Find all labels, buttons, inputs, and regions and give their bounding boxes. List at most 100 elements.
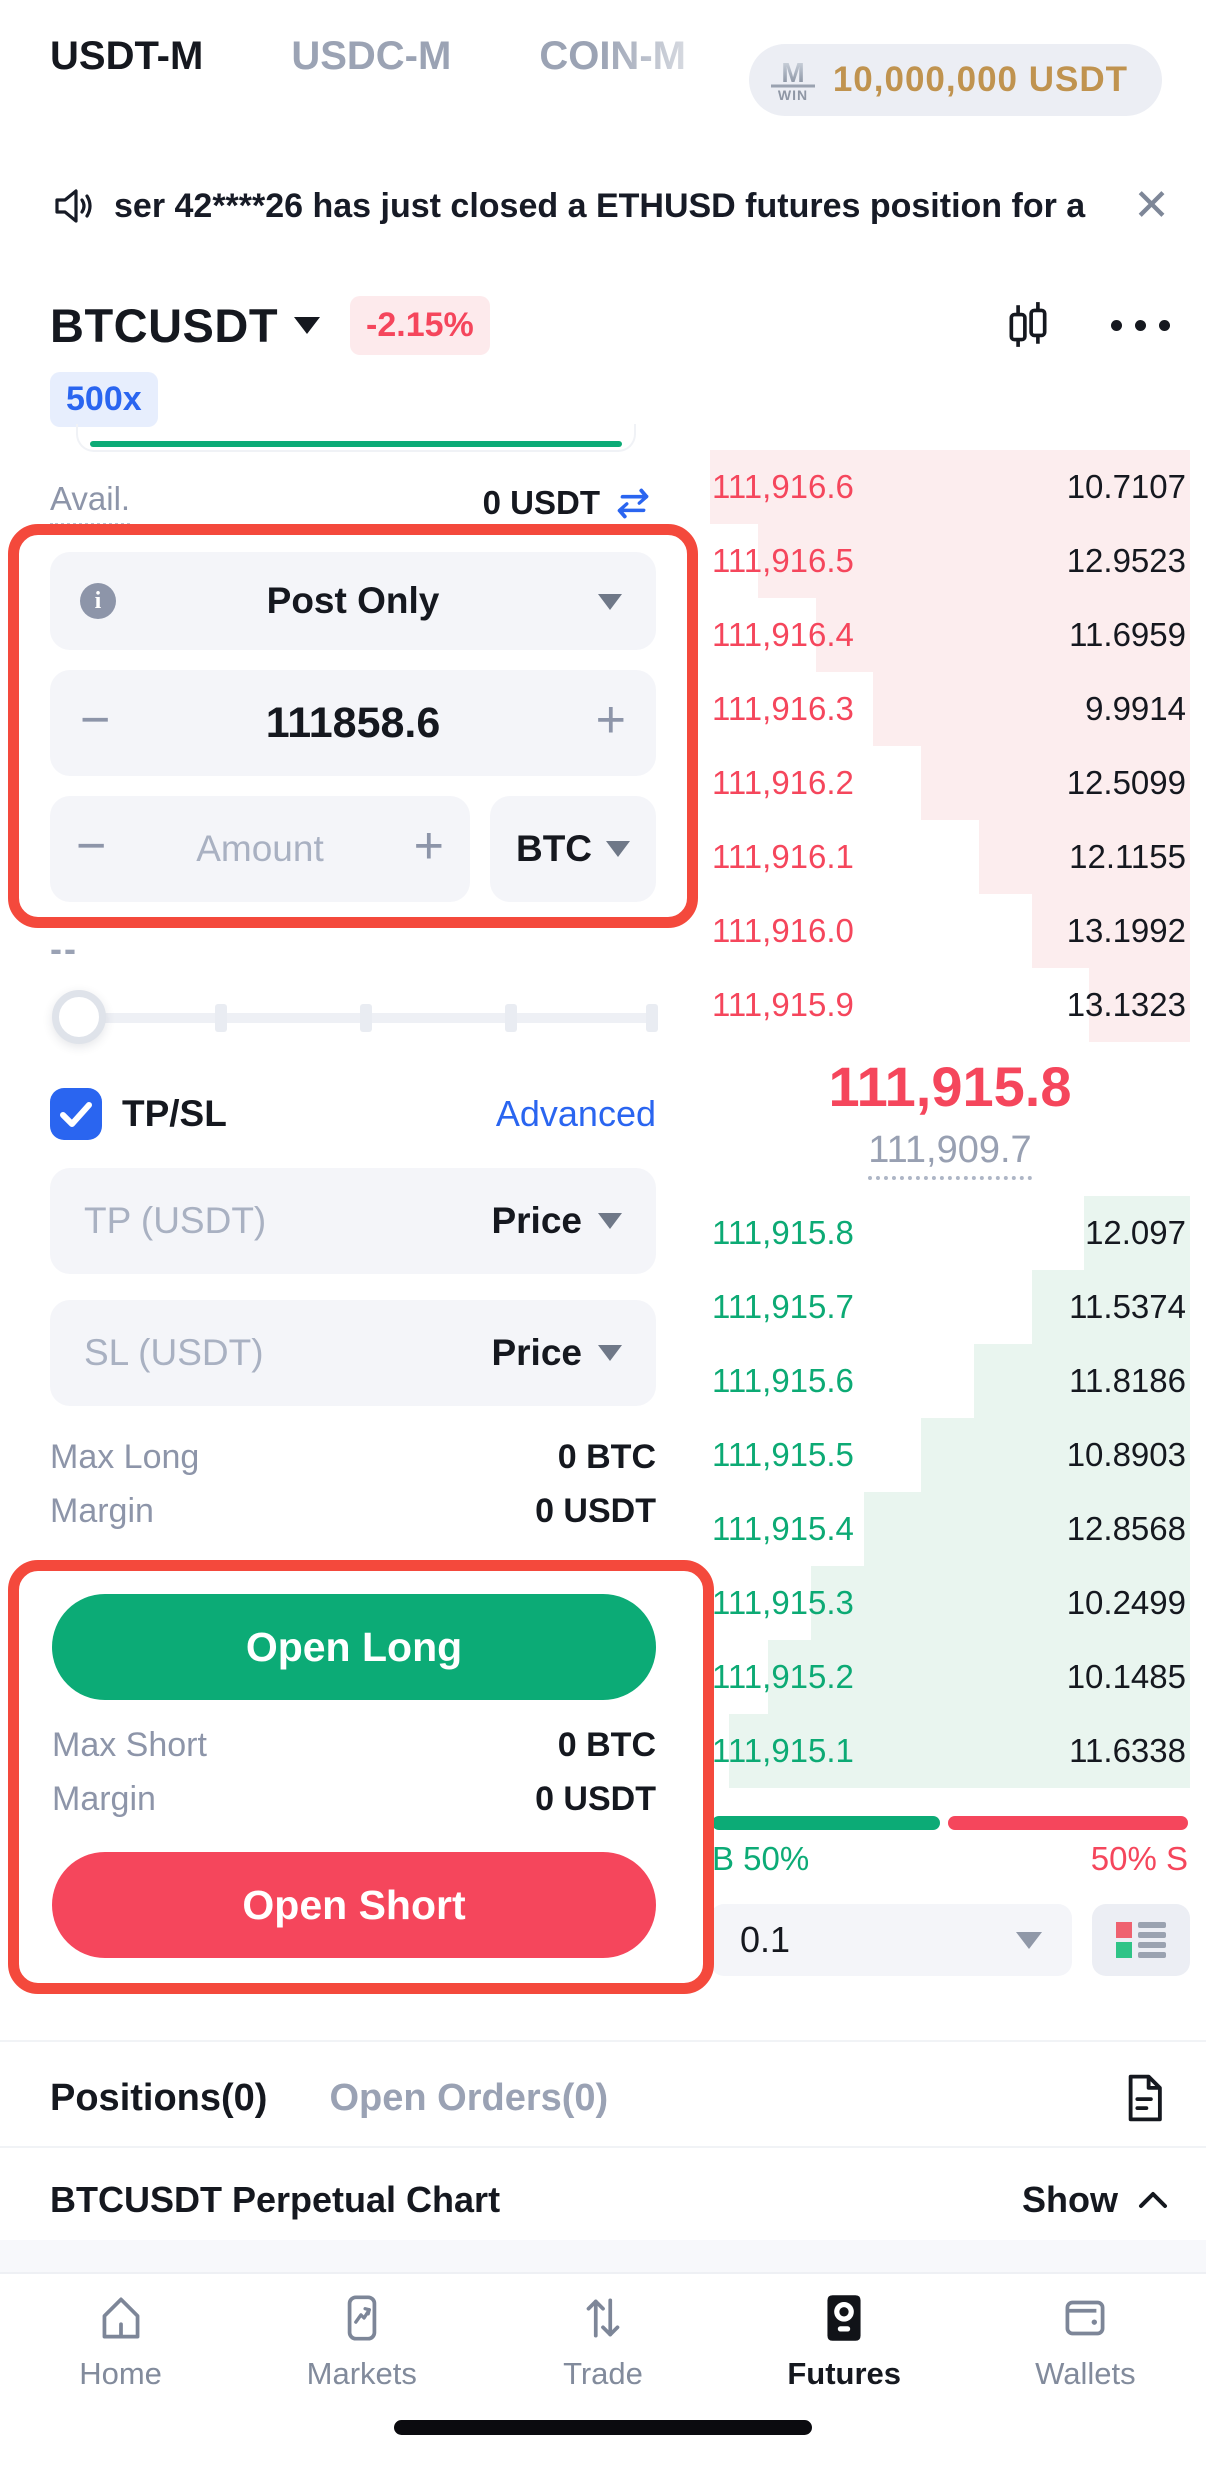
- ask-row[interactable]: 111,916.1 12.1155: [710, 820, 1190, 894]
- bid-price[interactable]: 111,915.8: [712, 1214, 854, 1251]
- bid-row[interactable]: 111,915.1 11.6338: [710, 1714, 1190, 1788]
- wallets-icon: [1065, 2300, 1105, 2336]
- slider-tick[interactable]: [215, 1004, 227, 1032]
- bid-row[interactable]: 111,915.5 10.8903: [710, 1418, 1190, 1492]
- max-short-label: Max Short: [52, 1726, 207, 1764]
- depth-ratio-labels: B 50% 50% S: [712, 1840, 1188, 1878]
- ask-price[interactable]: 111,916.3: [712, 690, 854, 727]
- sl-placeholder[interactable]: SL (USDT): [84, 1332, 264, 1373]
- nav-wallets[interactable]: Wallets: [965, 2282, 1206, 2422]
- symbol-dropdown-icon[interactable]: [294, 316, 321, 334]
- more-menu-icon[interactable]: [1111, 319, 1170, 331]
- slider-track[interactable]: [76, 1004, 658, 1032]
- amount-plus-button[interactable]: +: [413, 817, 444, 875]
- tab-usdt-m[interactable]: USDT-M: [50, 34, 204, 78]
- bid-row[interactable]: 111,915.7 11.5374: [710, 1270, 1190, 1344]
- bid-row[interactable]: 111,915.2 10.1485: [710, 1640, 1190, 1714]
- tp-placeholder[interactable]: TP (USDT): [84, 1200, 267, 1241]
- bid-price[interactable]: 111,915.6: [712, 1362, 854, 1399]
- ask-row[interactable]: 111,916.4 11.6959: [710, 598, 1190, 672]
- announcement-banner[interactable]: ser 42****26 has just closed a ETHUSD fu…: [50, 168, 1170, 244]
- slider-tick[interactable]: [646, 1004, 658, 1032]
- bid-price[interactable]: 111,915.1: [712, 1732, 854, 1769]
- close-icon[interactable]: ✕: [1133, 181, 1170, 230]
- chevron-down-icon: [598, 1213, 622, 1229]
- candlestick-chart-icon[interactable]: [1003, 300, 1053, 350]
- amount-input[interactable]: Amount: [196, 828, 324, 869]
- tab-open-orders[interactable]: Open Orders(0): [329, 2076, 609, 2119]
- max-long-label: Max Long: [50, 1438, 200, 1476]
- bid-price[interactable]: 111,915.5: [712, 1436, 854, 1473]
- bid-row[interactable]: 111,915.6 11.8186: [710, 1344, 1190, 1418]
- ask-price[interactable]: 111,916.0: [712, 912, 854, 949]
- precision-select[interactable]: 0.1: [710, 1904, 1072, 1976]
- size-slider[interactable]: [52, 988, 658, 1046]
- ask-row[interactable]: 111,916.0 13.1992: [710, 894, 1190, 968]
- order-type-select[interactable]: i Post Only: [50, 552, 656, 650]
- bid-row[interactable]: 111,915.8 12.097: [710, 1196, 1190, 1270]
- orderbook-layout-button[interactable]: [1092, 1904, 1190, 1976]
- slider-value-label: --: [50, 928, 78, 969]
- ask-price[interactable]: 111,915.9: [712, 986, 854, 1023]
- tab-usdc-m[interactable]: USDC-M: [291, 34, 452, 78]
- price-minus-button[interactable]: −: [80, 691, 111, 749]
- bid-row[interactable]: 111,915.4 12.8568: [710, 1492, 1190, 1566]
- depth-bar: [1084, 1196, 1190, 1270]
- ask-row[interactable]: 111,916.6 10.7107: [710, 450, 1190, 524]
- ask-price[interactable]: 111,916.5: [712, 542, 854, 579]
- leverage-badge[interactable]: 500x: [50, 372, 158, 427]
- ask-price[interactable]: 111,916.4: [712, 616, 854, 653]
- symbol-title[interactable]: BTCUSDT: [50, 298, 279, 352]
- max-long-value: 0 BTC: [557, 1438, 656, 1476]
- nav-markets[interactable]: Markets: [241, 2282, 482, 2422]
- svg-text:WIN: WIN: [778, 87, 808, 103]
- tp-mode-value: Price: [491, 1200, 582, 1241]
- slider-tick[interactable]: [505, 1004, 517, 1032]
- ask-price[interactable]: 111,916.2: [712, 764, 854, 801]
- ask-row[interactable]: 111,916.2 12.5099: [710, 746, 1190, 820]
- slider-tick[interactable]: [360, 1004, 372, 1032]
- open-short-button[interactable]: Open Short: [52, 1852, 656, 1958]
- slider-handle[interactable]: [52, 990, 106, 1044]
- tab-positions[interactable]: Positions(0): [50, 2076, 268, 2119]
- price-input[interactable]: 111858.6: [265, 699, 441, 747]
- bid-price[interactable]: 111,915.3: [712, 1584, 854, 1621]
- positions-tabs: Positions(0) Open Orders(0): [50, 2056, 1170, 2140]
- ask-row[interactable]: 111,916.3 9.9914: [710, 672, 1190, 746]
- bid-row[interactable]: 111,915.3 10.2499: [710, 1566, 1190, 1640]
- home-indicator[interactable]: [394, 2420, 812, 2435]
- advanced-link[interactable]: Advanced: [495, 1093, 656, 1134]
- nav-futures[interactable]: Futures: [724, 2282, 965, 2422]
- ask-price[interactable]: 111,916.6: [712, 468, 854, 505]
- nav-trade[interactable]: Trade: [482, 2282, 723, 2422]
- bid-price[interactable]: 111,915.4: [712, 1510, 854, 1547]
- bid-price[interactable]: 111,915.7: [712, 1288, 854, 1325]
- order-history-icon[interactable]: [1116, 2071, 1170, 2125]
- price-plus-button[interactable]: +: [595, 691, 626, 749]
- ask-price[interactable]: 111,916.1: [712, 838, 854, 875]
- orderbook-asks: 111,916.6 10.7107 111,916.5 12.9523 111,916.…: [710, 450, 1190, 1042]
- divider: [0, 2040, 1206, 2042]
- info-icon[interactable]: i: [80, 583, 116, 619]
- margin-short-label: Margin: [52, 1780, 156, 1818]
- nav-trade-label: Trade: [563, 2356, 643, 2391]
- bid-price[interactable]: 111,915.2: [712, 1658, 854, 1695]
- nav-home[interactable]: Home: [0, 2282, 241, 2422]
- buy-ratio-label: B 50%: [712, 1840, 810, 1877]
- unit-select[interactable]: BTC: [490, 796, 656, 902]
- last-price[interactable]: 111,915.8: [828, 1055, 1072, 1118]
- sl-input-field[interactable]: SL (USDT) Price: [50, 1300, 656, 1406]
- depth-bar: [974, 1344, 1190, 1418]
- amount-minus-button[interactable]: −: [76, 817, 107, 875]
- tpsl-checkbox[interactable]: [50, 1088, 102, 1140]
- tp-input-field[interactable]: TP (USDT) Price: [50, 1168, 656, 1274]
- transfer-icon[interactable]: [614, 482, 656, 524]
- open-long-button[interactable]: Open Long: [52, 1594, 656, 1700]
- ask-row[interactable]: 111,915.9 13.1323: [710, 968, 1190, 1042]
- sl-mode-select[interactable]: Price: [491, 1332, 622, 1374]
- ask-row[interactable]: 111,916.5 12.9523: [710, 524, 1190, 598]
- promo-banner[interactable]: M WIN 10,000,000 USDT: [748, 44, 1162, 116]
- orderbook-bids-wrap: 111,915.8 12.097 111,915.7 11.5374 111,915.6…: [710, 1196, 1190, 1788]
- tp-mode-select[interactable]: Price: [491, 1200, 622, 1242]
- chart-show-toggle[interactable]: Show: [1022, 2179, 1170, 2221]
